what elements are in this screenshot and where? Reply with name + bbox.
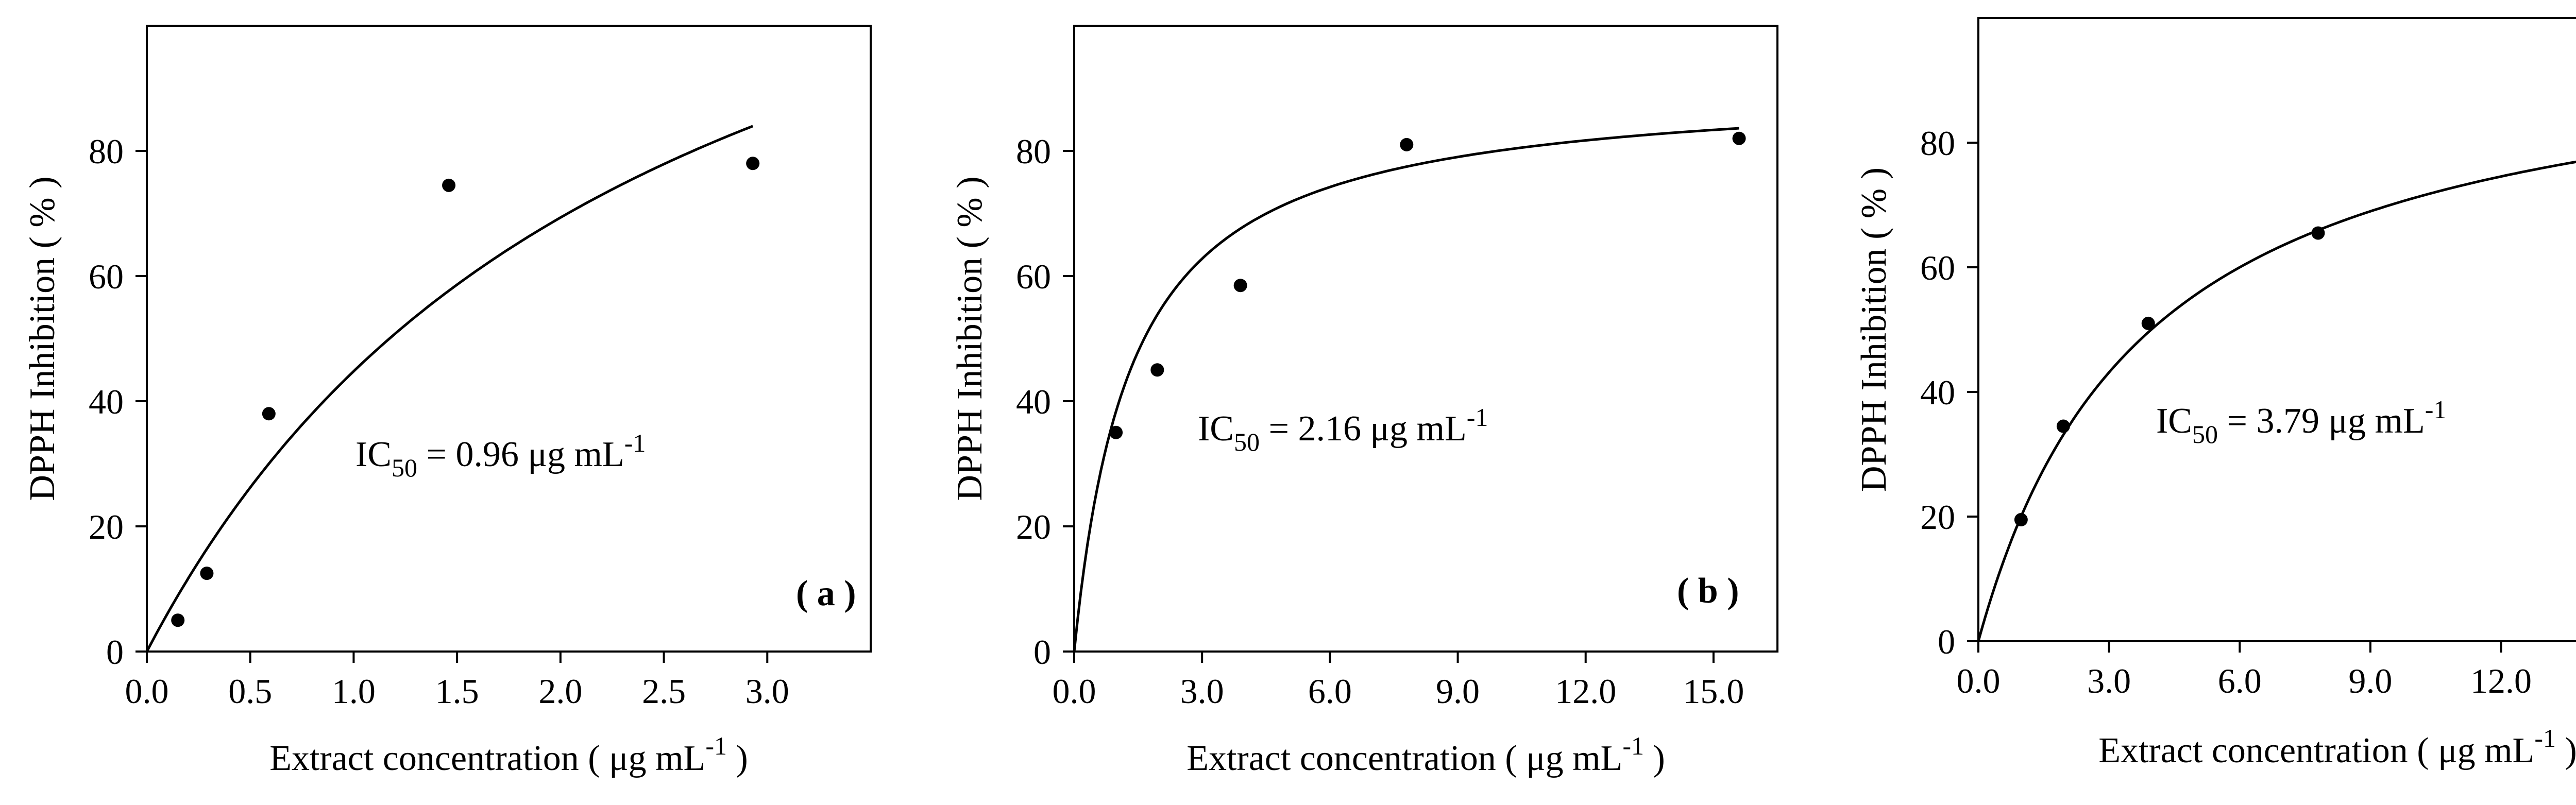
- chart-panel-2: 0.0 3.0 6.0 9.0 12.0 15.0 0 20 40 60 80 IC50 = 2.16…: [950, 25, 1778, 778]
- ic50-unit-sup: -1: [2425, 395, 2447, 424]
- y-tick-label: 0: [1938, 622, 1955, 661]
- x-axis-title-main: Extract concentration ( μg mL: [2098, 731, 2534, 770]
- x-axis-title-sup: -1: [705, 731, 727, 760]
- plot-frame: [146, 25, 872, 653]
- data-point: [2014, 513, 2028, 527]
- y-tick-label: 0: [1033, 632, 1051, 672]
- ic50-subscript: 50: [2192, 420, 2218, 449]
- ic50-subscript: 50: [392, 453, 417, 482]
- fit-curve: [1073, 127, 1739, 652]
- data-point: [262, 407, 276, 421]
- x-axis-title: Extract concentration ( μg mL-1 ): [1187, 731, 1665, 778]
- x-tick-label: 2.5: [642, 672, 686, 711]
- x-tick-label: 6.0: [1308, 672, 1352, 711]
- y-axis-title: DPPH Inhibition ( % ): [950, 177, 990, 501]
- ic50-value: = 0.96 μg mL: [417, 435, 624, 474]
- y-tick-label: 20: [1016, 507, 1051, 546]
- ic50-subscript: 50: [1234, 427, 1260, 456]
- y-tick-label: 20: [1920, 498, 1955, 537]
- x-tick-label: 3.0: [2087, 661, 2131, 700]
- ic50-unit-sup: -1: [624, 429, 646, 457]
- data-point: [1233, 279, 1247, 293]
- ic50-annotation: IC50 = 3.79 μg mL-1: [2156, 395, 2446, 449]
- ic50-value: = 2.16 μg mL: [1260, 409, 1467, 449]
- x-tick-label: 3.0: [745, 672, 789, 711]
- x-tick-label: 2.0: [538, 672, 582, 711]
- x-axis-title-sup: -1: [2534, 724, 2556, 752]
- x-axis-title-end: ): [727, 739, 748, 778]
- x-axis-title-main: Extract concentration ( μg mL: [1187, 739, 1622, 778]
- plot-frame: [1977, 17, 2576, 642]
- x-tick-label: 15.0: [1683, 672, 1744, 711]
- y-tick-label: 60: [1920, 248, 1955, 287]
- x-tick-label: 12.0: [2470, 661, 2532, 700]
- x-tick-label: 9.0: [1436, 672, 1480, 711]
- y-tick-label: 80: [1920, 124, 1955, 163]
- x-axis-title-end: ): [1644, 739, 1665, 778]
- x-axis-title: Extract concentration ( μg mL-1 ): [269, 731, 748, 778]
- y-tick-label: 80: [1016, 132, 1051, 171]
- y-tick-label: 40: [1920, 373, 1955, 412]
- x-tick-label: 1.0: [332, 672, 376, 711]
- panel-label: ( b ): [1677, 571, 1739, 611]
- x-tick-label: 0.0: [125, 672, 169, 711]
- x-tick-label: 3.0: [1180, 672, 1224, 711]
- x-tick-label: 12.0: [1555, 672, 1616, 711]
- fit-curve: [1977, 160, 2576, 642]
- y-tick-label: 60: [89, 257, 124, 296]
- x-axis-title-main: Extract concentration ( μg mL: [269, 739, 705, 778]
- plot-frame: [1073, 25, 1778, 653]
- x-axis-title-end: ): [2556, 731, 2576, 770]
- data-point: [442, 178, 456, 192]
- y-tick-label: 20: [89, 507, 124, 546]
- ic50-prefix: IC: [2156, 401, 2192, 441]
- fit-curve: [145, 125, 754, 653]
- data-point: [2056, 419, 2070, 433]
- data-point: [746, 157, 760, 170]
- chart-panel-1: 0.0 0.5 1.0 1.5 2.0 2.5 3.0 0 20 40 60 80 IC50 = 0.9…: [23, 25, 872, 778]
- x-tick-label: 1.5: [435, 672, 479, 711]
- x-tick-label: 9.0: [2348, 661, 2392, 700]
- data-point: [171, 613, 185, 627]
- data-point: [2141, 316, 2155, 330]
- y-axis-title: DPPH Inhibition ( % ): [23, 177, 62, 501]
- y-tick-label: 0: [106, 632, 124, 672]
- ic50-unit-sup: -1: [1467, 403, 1488, 432]
- x-tick-label: 0.5: [228, 672, 272, 711]
- ic50-value: = 3.79 μg mL: [2218, 401, 2425, 441]
- y-tick-label: 40: [89, 382, 124, 421]
- data-point: [200, 567, 214, 580]
- data-point: [1400, 138, 1414, 151]
- x-tick-label: 6.0: [2218, 661, 2262, 700]
- panel-label: ( a ): [796, 574, 856, 613]
- ic50-annotation: IC50 = 0.96 μg mL-1: [355, 429, 646, 482]
- x-axis-title-sup: -1: [1622, 731, 1644, 760]
- ic50-annotation: IC50 = 2.16 μg mL-1: [1198, 403, 1488, 456]
- data-point: [2311, 226, 2325, 240]
- ic50-prefix: IC: [355, 435, 392, 474]
- y-tick-label: 60: [1016, 257, 1051, 296]
- y-tick-label: 40: [1016, 382, 1051, 421]
- ic50-prefix: IC: [1198, 409, 1234, 449]
- x-tick-label: 0.0: [1053, 672, 1096, 711]
- data-point: [1150, 363, 1164, 377]
- y-tick-label: 80: [89, 132, 124, 171]
- y-axis-title: DPPH Inhibition ( % ): [1854, 167, 1894, 492]
- x-axis-title: Extract concentration ( μg mL-1 ): [2098, 724, 2576, 770]
- data-point: [1732, 131, 1746, 145]
- x-tick-label: 0.0: [1957, 661, 2001, 700]
- data-point: [1109, 425, 1123, 439]
